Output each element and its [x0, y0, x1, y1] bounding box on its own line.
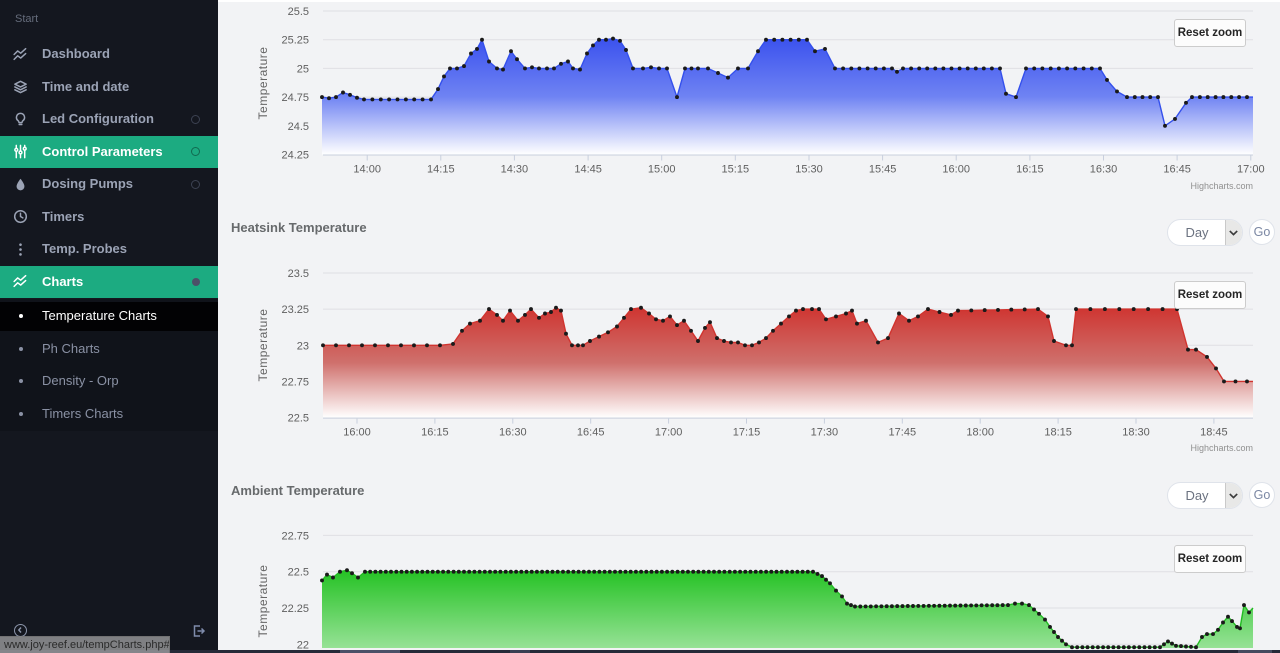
svg-text:15:45: 15:45 — [869, 164, 897, 176]
svg-text:18:15: 18:15 — [1044, 427, 1072, 439]
svg-text:18:30: 18:30 — [1122, 427, 1150, 439]
svg-text:14:45: 14:45 — [574, 164, 602, 176]
svg-text:16:15: 16:15 — [1016, 164, 1044, 176]
svg-text:18:45: 18:45 — [1200, 427, 1228, 439]
svg-text:16:30: 16:30 — [1090, 164, 1118, 176]
svg-text:23: 23 — [297, 340, 309, 352]
svg-text:25.25: 25.25 — [281, 35, 309, 47]
svg-text:14:15: 14:15 — [427, 164, 455, 176]
svg-text:15:15: 15:15 — [722, 164, 750, 176]
svg-text:Temperature: Temperature — [256, 309, 270, 382]
svg-text:15:00: 15:00 — [648, 164, 676, 176]
svg-text:25.5: 25.5 — [288, 6, 309, 18]
svg-text:17:15: 17:15 — [733, 427, 761, 439]
svg-text:18:00: 18:00 — [966, 427, 994, 439]
svg-text:17:00: 17:00 — [655, 427, 683, 439]
svg-text:22: 22 — [297, 639, 309, 651]
svg-text:22.5: 22.5 — [288, 567, 309, 579]
svg-text:Temperature: Temperature — [256, 565, 270, 638]
svg-text:15:30: 15:30 — [795, 164, 823, 176]
svg-text:16:15: 16:15 — [421, 427, 449, 439]
svg-text:14:30: 14:30 — [501, 164, 529, 176]
svg-text:17:45: 17:45 — [889, 427, 917, 439]
svg-text:16:30: 16:30 — [499, 427, 527, 439]
svg-text:16:00: 16:00 — [942, 164, 970, 176]
svg-text:22.75: 22.75 — [281, 376, 309, 388]
svg-text:17:00: 17:00 — [1237, 164, 1265, 176]
svg-text:22.75: 22.75 — [281, 530, 309, 542]
svg-text:16:00: 16:00 — [343, 427, 371, 439]
svg-text:25: 25 — [297, 63, 309, 75]
svg-text:17:30: 17:30 — [811, 427, 839, 439]
svg-text:16:45: 16:45 — [577, 427, 605, 439]
svg-text:23.5: 23.5 — [288, 268, 309, 280]
svg-text:24.75: 24.75 — [281, 92, 309, 104]
svg-text:Highcharts.com: Highcharts.com — [1190, 181, 1253, 191]
svg-text:22.25: 22.25 — [281, 603, 309, 615]
svg-text:14:00: 14:00 — [353, 164, 381, 176]
svg-text:22.5: 22.5 — [288, 413, 309, 425]
svg-text:Temperature: Temperature — [256, 47, 270, 120]
svg-text:16:45: 16:45 — [1163, 164, 1191, 176]
svg-text:24.25: 24.25 — [281, 150, 309, 162]
svg-text:24.5: 24.5 — [288, 121, 309, 133]
svg-text:23.25: 23.25 — [281, 304, 309, 316]
svg-text:Highcharts.com: Highcharts.com — [1190, 443, 1253, 453]
